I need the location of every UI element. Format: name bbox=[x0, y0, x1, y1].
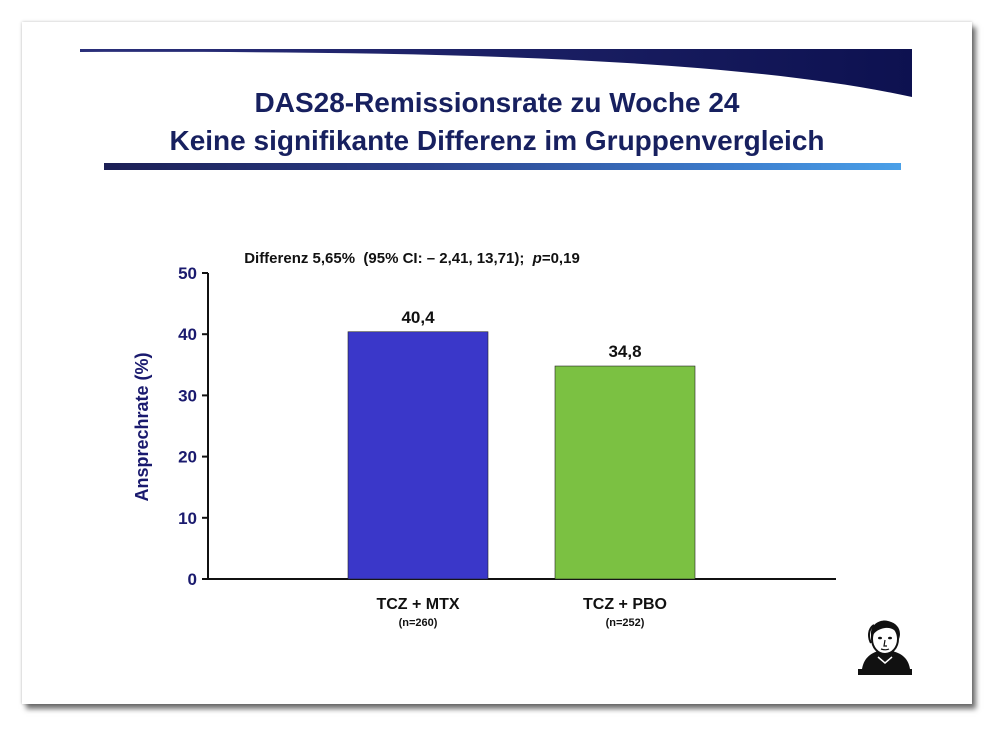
y-tick-label: 50 bbox=[178, 264, 197, 283]
title-banner bbox=[80, 49, 912, 97]
data-label: 40,4 bbox=[401, 308, 435, 327]
y-tick-label: 0 bbox=[188, 570, 197, 589]
portrait-seal-icon bbox=[858, 620, 912, 675]
difference-annotation: Differenz 5,65% (95% CI: – 2,41, 13,71);… bbox=[244, 250, 580, 267]
category-label: TCZ + PBO bbox=[583, 596, 667, 613]
y-tick-label: 40 bbox=[178, 325, 197, 344]
category-label: TCZ + MTX bbox=[376, 596, 459, 613]
difference-annotation-text: Differenz 5,65% (95% CI: – 2,41, 13,71); bbox=[244, 250, 532, 267]
remission-bar-chart: Differenz 5,65% (95% CI: – 2,41, 13,71);… bbox=[132, 250, 836, 629]
data-label: 34,8 bbox=[608, 342, 641, 361]
title-line-2: Keine signifikante Differenz im Gruppenv… bbox=[169, 125, 825, 156]
title-underline bbox=[104, 163, 901, 170]
category-sublabel: (n=260) bbox=[399, 617, 438, 629]
bar bbox=[347, 331, 489, 580]
y-axis-label: Ansprechrate (%) bbox=[132, 352, 152, 501]
title-line-1: DAS28-Remissionsrate zu Woche 24 bbox=[254, 87, 740, 118]
slide: DAS28-Remissionsrate zu Woche 24 Keine s… bbox=[22, 22, 972, 704]
slide-title: DAS28-Remissionsrate zu Woche 24 Keine s… bbox=[22, 84, 972, 160]
bar bbox=[554, 365, 696, 580]
p-symbol: p bbox=[532, 250, 542, 267]
p-value: =0,19 bbox=[542, 250, 580, 267]
y-tick-label: 30 bbox=[178, 386, 197, 405]
y-tick-label: 10 bbox=[178, 509, 197, 528]
y-tick-label: 20 bbox=[178, 448, 197, 467]
category-sublabel: (n=252) bbox=[606, 617, 645, 629]
